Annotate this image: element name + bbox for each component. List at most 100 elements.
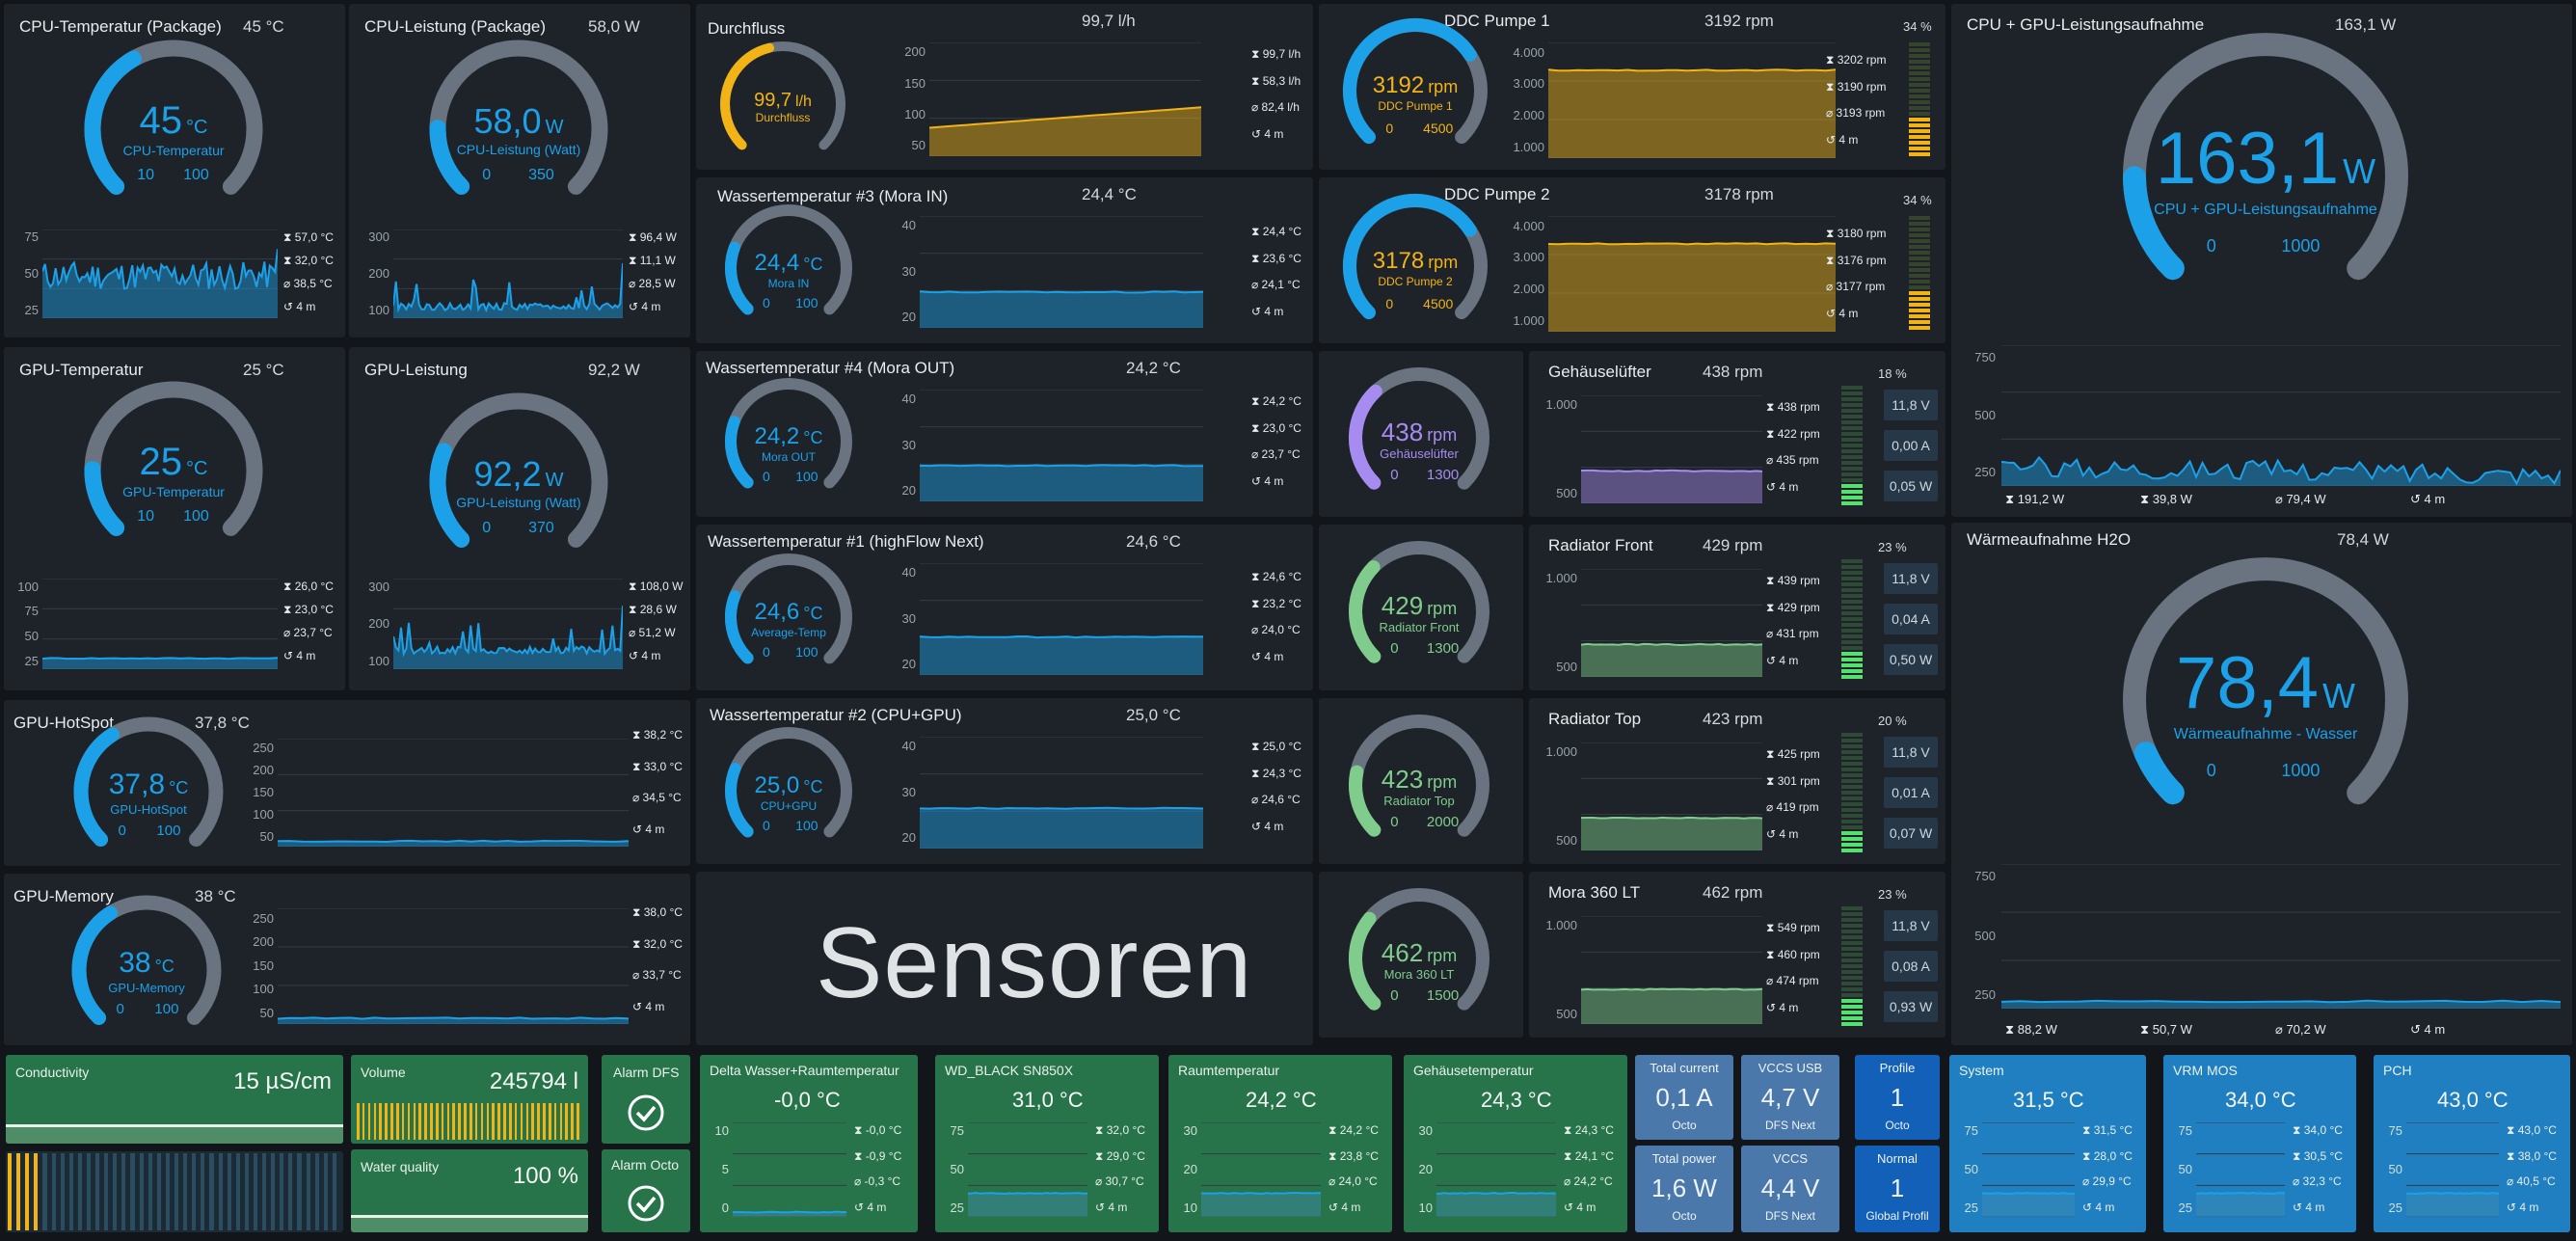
panel-title: Radiator Front bbox=[1548, 536, 1653, 554]
tile-value: 31,0 °C bbox=[1012, 1088, 1084, 1112]
y-tick: 30 bbox=[901, 263, 916, 279]
gauge-unit: rpm bbox=[1428, 76, 1459, 96]
series-line bbox=[393, 262, 623, 313]
series-area bbox=[920, 465, 1203, 501]
stripe bbox=[559, 1103, 563, 1140]
tile-value: 1,6 W bbox=[1651, 1174, 1717, 1202]
gauge-number: 3192 bbox=[1372, 71, 1425, 98]
gauge-label: GPU-Memory bbox=[108, 980, 185, 995]
ssd-tile: WD_BLACK SN850X 31,0 °C 75 50 25 ⧗ 32,0 °C… bbox=[935, 1055, 1159, 1232]
gauge-min: 0 bbox=[1390, 640, 1399, 658]
level-segment bbox=[1909, 268, 1930, 272]
y-tick: 10 bbox=[1183, 1201, 1197, 1216]
flow-panel: Durchfluss 99,7 l/h 99,7 l/h Durchfluss 20… bbox=[696, 4, 1313, 170]
panel-title: Wassertemperatur #3 (Mora IN) bbox=[717, 187, 949, 205]
chart-plot bbox=[733, 1122, 846, 1217]
level-segment bbox=[1909, 216, 1930, 220]
series-area bbox=[42, 249, 278, 318]
cpu-power-panel: CPU-Leistung (Package) 58,0 W 58,0 W CPU-L… bbox=[349, 4, 690, 337]
y-tick: 250 bbox=[1974, 987, 1996, 1002]
stat-item: ⌀ 51,2 W bbox=[629, 626, 676, 639]
y-tick: 50 bbox=[24, 628, 39, 643]
stat-item: ⧗ 24,2 °C bbox=[1328, 1123, 1379, 1137]
level-segment bbox=[1841, 825, 1863, 829]
y-tick: 30 bbox=[901, 610, 916, 626]
series-line bbox=[42, 657, 278, 661]
level-segment bbox=[1841, 947, 1863, 951]
gauge-number: 24,2 bbox=[754, 422, 800, 449]
gpu-temp-gauge: 25 °C GPU-Temperatur 10 100 bbox=[4, 347, 345, 588]
panel-title: CPU-Leistung (Package) bbox=[364, 17, 547, 36]
stat-item: ⧗ 422 rpm bbox=[1766, 426, 1820, 441]
heat-chart bbox=[2001, 864, 2561, 1009]
gauge-value: 429 rpm bbox=[1355, 593, 1483, 618]
panel-title: Wassertemperatur #1 (highFlow Next) bbox=[708, 532, 984, 551]
fan-current: 0,08 A bbox=[1884, 951, 1938, 982]
gauge-label: DDC Pumpe 1 bbox=[1378, 98, 1453, 113]
stats: ⧗ 24,2 °C ⧗ 23,8 °C ⌀ 24,0 °C ↺ 4 m bbox=[1328, 1124, 1390, 1227]
stat-item: ⧗ 23,6 °C bbox=[1251, 251, 1301, 265]
gauge-min: 0 bbox=[763, 817, 770, 833]
level-segment bbox=[1909, 222, 1930, 226]
stripe bbox=[201, 1153, 205, 1230]
stripe bbox=[227, 1153, 231, 1230]
tile-label: VRM MOS bbox=[2173, 1063, 2238, 1078]
fan_front-gauge-panel: 429 rpm Radiator Front 0 1300 bbox=[1319, 525, 1523, 690]
system-tile: System 31,5 °C 75 50 25 ⧗ 31,5 °C ⧗ 28,0 °C… bbox=[1949, 1055, 2146, 1232]
stripe bbox=[452, 1103, 456, 1140]
gauge-number: 78,4 bbox=[2176, 642, 2319, 725]
stripe bbox=[565, 1103, 569, 1140]
level-segment bbox=[1841, 756, 1863, 760]
panel-value: 25 °C bbox=[243, 361, 284, 379]
gauge-min: 0 bbox=[482, 166, 492, 183]
y-axis-ticks: 300 200 100 bbox=[349, 229, 389, 318]
y-tick: 200 bbox=[368, 266, 389, 282]
stat-item: ↺ 4 m bbox=[1766, 653, 1799, 667]
level-segment bbox=[1909, 106, 1930, 110]
stat-item: ⌀ 24,6 °C bbox=[1251, 793, 1301, 806]
y-tick: 250 bbox=[1974, 465, 1996, 480]
stripe bbox=[253, 1153, 258, 1230]
y-tick: 75 bbox=[2388, 1122, 2402, 1138]
y-tick: 500 bbox=[1556, 485, 1577, 500]
tile-value: 24,3 °C bbox=[1481, 1088, 1552, 1112]
stat-item: ⧗ 3190 rpm bbox=[1826, 79, 1887, 94]
panel-value: 24,6 °C bbox=[1126, 532, 1181, 551]
stripe bbox=[357, 1103, 360, 1140]
stripe bbox=[60, 1153, 65, 1230]
page-title: Sensoren bbox=[816, 907, 1253, 1019]
panel-value: 438 rpm bbox=[1703, 363, 1763, 381]
stat-item: ⧗ 3180 rpm bbox=[1826, 227, 1887, 240]
gpu-memory-panel: GPU-Memory 38 °C 38 °C GPU-Memory 0 100 250 2… bbox=[4, 874, 690, 1045]
gauge-label: Average-Temp bbox=[751, 625, 826, 639]
series-area bbox=[1581, 817, 1762, 850]
y-tick: 150 bbox=[253, 958, 274, 973]
y-tick: 25 bbox=[1964, 1201, 1978, 1216]
stats: ⧗ 34,0 °C ⧗ 30,5 °C ⌀ 32,3 °C ↺ 4 m bbox=[2293, 1124, 2354, 1227]
stripe bbox=[95, 1153, 100, 1230]
vrm-tile: VRM MOS 34,0 °C 75 50 25 ⧗ 34,0 °C ⧗ 30,5 °… bbox=[2163, 1055, 2356, 1232]
pump-duty-bar bbox=[1909, 216, 1930, 336]
y-tick: 150 bbox=[904, 75, 926, 91]
profile-tile: Profile 1 Octo bbox=[1855, 1055, 1940, 1140]
y-tick: 50 bbox=[259, 1006, 274, 1020]
series-area bbox=[1548, 69, 1836, 158]
stripe bbox=[77, 1153, 82, 1230]
stat-item: ⧗ 301 rpm bbox=[1766, 773, 1820, 788]
y-axis-ticks: 1.000 500 bbox=[1533, 742, 1577, 850]
stripe bbox=[430, 1103, 433, 1140]
y-axis-ticks: 40 30 20 bbox=[875, 737, 916, 849]
level-segment bbox=[1909, 245, 1930, 249]
stat-item: ⧗ 23,8 °C bbox=[1328, 1148, 1379, 1163]
fan-current: 0,04 A bbox=[1884, 604, 1938, 634]
stat-item: ⌀ 24,2 °C bbox=[1564, 1174, 1613, 1188]
y-tick: 200 bbox=[253, 762, 274, 777]
stripe bbox=[464, 1103, 467, 1140]
stripe bbox=[379, 1103, 383, 1140]
stripe bbox=[262, 1153, 267, 1230]
stripe bbox=[497, 1103, 500, 1140]
stats: ⧗ 24,3 °C ⧗ 24,1 °C ⌀ 24,2 °C ↺ 4 m bbox=[1564, 1124, 1625, 1227]
volume-stripes bbox=[357, 1103, 582, 1140]
stripe bbox=[218, 1153, 223, 1230]
y-tick: 750 bbox=[1974, 349, 1996, 364]
